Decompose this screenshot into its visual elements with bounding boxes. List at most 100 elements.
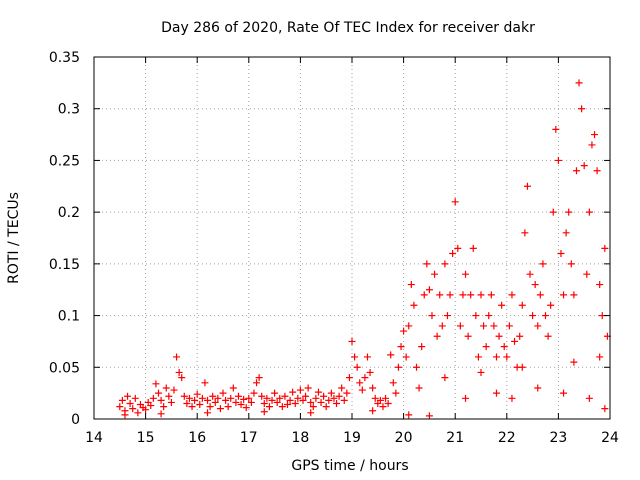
data-point [242,404,250,412]
data-point [570,358,578,366]
data-point [237,401,245,409]
data-point [547,301,555,309]
data-point [536,291,544,299]
data-point [260,408,268,416]
data-point [413,363,420,371]
data-point [477,368,485,376]
data-point [382,394,390,402]
data-point [134,409,142,417]
data-point [394,363,402,371]
data-point [309,403,317,411]
data-point [196,401,204,409]
y-tick-label: 0.25 [49,153,80,169]
data-point [284,401,291,409]
data-point [206,403,214,411]
data-point [363,353,371,361]
data-point [265,403,273,411]
data-point [294,394,302,402]
data-point [170,386,178,394]
y-tick-label: 0.15 [49,257,80,273]
data-point [480,322,488,330]
data-point [369,407,377,415]
data-point [523,182,531,190]
data-point [149,394,157,402]
data-point [330,394,338,402]
data-point [384,399,392,407]
y-axis-label: ROTI / TECUs [6,192,22,284]
y-tick-label: 0.05 [49,360,80,376]
data-point [474,353,482,361]
data-point [601,405,609,413]
data-point [565,208,573,216]
data-point [258,392,266,400]
data-point [562,229,570,237]
data-point [580,162,588,170]
data-point [560,291,568,299]
data-point [193,390,201,398]
data-point [505,322,513,330]
data-point [490,322,498,330]
data-point [570,291,578,299]
data-point [289,388,297,396]
data-point [441,260,449,268]
data-point [544,332,552,340]
data-point [327,389,335,397]
data-point [320,392,328,400]
data-point [578,105,586,113]
data-point [165,392,173,400]
data-point [299,396,307,404]
data-point [268,396,276,404]
data-point [549,208,557,216]
x-tick-label: 14 [85,430,103,446]
y-tick-label: 0.2 [58,205,80,221]
data-point [229,384,237,392]
data-point [180,392,188,400]
data-point [387,351,395,359]
data-point [446,291,454,299]
data-point [271,389,279,397]
data-point [333,399,341,407]
data-point [575,79,583,87]
data-point [185,394,193,402]
data-point [216,405,224,413]
data-point [601,244,609,252]
data-point [487,291,495,299]
data-point [531,281,539,289]
data-point [232,398,240,406]
data-point [560,389,568,397]
data-point [273,398,281,406]
data-point [552,125,560,133]
data-point [173,353,181,361]
data-point [485,312,493,320]
data-point [407,281,415,289]
chart-title: Day 286 of 2020, Rate Of TEC Index for r… [161,20,535,36]
data-point [155,389,162,397]
axis-ticks: 14 15 16 17 18 19 20 21 22 23 24 0 0.05 0.1 0.15 0.2 0.2… [49,50,619,446]
data-point [425,286,433,294]
x-axis-label: GPS time / hours [291,458,408,474]
data-point [459,291,467,299]
data-point [278,403,286,411]
data-point [583,270,591,278]
data-points [116,79,611,420]
data-point [428,312,436,320]
x-tick-label: 19 [343,430,361,446]
data-point [160,403,168,411]
data-point [152,380,160,388]
data-point [247,398,255,406]
data-point [366,368,374,376]
data-point [585,208,593,216]
data-point [554,156,562,164]
data-point [492,389,500,397]
data-point [147,402,155,410]
data-point [462,394,470,402]
y-tick-label: 0.35 [49,50,80,66]
data-point [451,198,459,206]
data-point [405,411,413,419]
data-point [518,301,526,309]
data-point [188,403,196,411]
data-point [456,322,464,330]
data-point [116,403,124,411]
data-point [472,312,480,320]
data-point [441,374,449,382]
